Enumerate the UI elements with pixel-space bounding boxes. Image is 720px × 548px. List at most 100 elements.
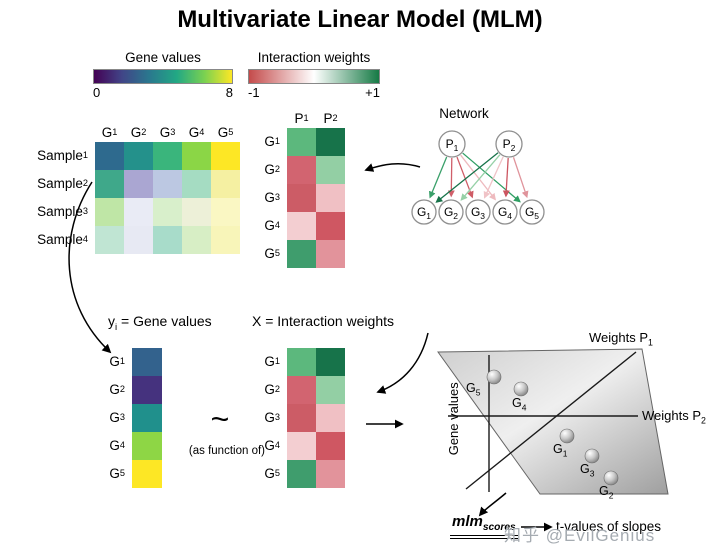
plane-weights-p2-axis-label: Weights P2	[642, 408, 706, 426]
equation-x-label: X = Interaction weights	[252, 313, 395, 329]
heatmap-cell	[182, 142, 211, 170]
row-label: Sample 2	[37, 175, 88, 191]
heatmap-cell	[287, 404, 316, 432]
gene-values-legend: Gene values 0 8	[93, 50, 233, 101]
weights-p1-axis-line	[465, 351, 637, 490]
header-spacer	[240, 110, 287, 128]
gene-colorbar-max: 8	[225, 85, 233, 101]
heatmap-cell	[95, 226, 124, 254]
network-edge	[460, 154, 497, 201]
network-node	[519, 199, 545, 225]
heatmap-cell	[287, 460, 316, 488]
heatmap-cell	[316, 376, 345, 404]
data-point-label: G1	[553, 442, 568, 459]
interaction-colorbar-min: -1	[248, 85, 260, 101]
interaction-colorbar-max: +1	[365, 85, 380, 101]
heatmap-cell	[287, 240, 316, 268]
heatmap-cell	[95, 170, 124, 198]
mlm-scores-text: mlmscores	[450, 513, 518, 540]
heatmap-cell	[211, 170, 240, 198]
network-node	[438, 199, 464, 225]
heatmap-cell	[316, 128, 345, 156]
network-edge	[483, 156, 504, 199]
interaction-weights-legend: Interaction weights -1 +1	[248, 50, 380, 101]
heatmap-cell	[132, 460, 162, 488]
heatmap-cell	[316, 240, 345, 268]
heatmap-cell	[211, 226, 240, 254]
watermark: 知乎 @EvilGenius	[504, 526, 656, 545]
sample-gene-heatmap: G 1 G 2 G 3 G 4 G 5 Sample 1 Sample 2 Sample 3 Sample 4	[18, 124, 240, 254]
plane-weights-p1-axis-label: Weights P1	[589, 330, 653, 348]
heatmap-cell	[287, 212, 316, 240]
heatmap-cell	[211, 198, 240, 226]
arrow-to-bottom-matrix	[376, 332, 429, 394]
heatmap-cell	[124, 226, 153, 254]
gene-colorbar-ticks: 0 8	[93, 85, 233, 101]
heatmap-cell	[132, 376, 162, 404]
interaction-weights-colorbar	[248, 69, 380, 85]
heatmap-cell	[153, 198, 182, 226]
arrow-heatmap-to-vector	[68, 181, 112, 354]
heatmap-cell	[287, 376, 316, 404]
row-label: Sample 1	[37, 147, 88, 163]
tilde-symbol: ~	[210, 401, 230, 437]
network-title: Network	[439, 106, 489, 121]
as-function-of-label: (as function of)	[188, 445, 265, 457]
network-edge	[502, 157, 510, 198]
gene-values-colorbar	[93, 69, 233, 85]
heatmap-cell	[132, 432, 162, 460]
heatmap-cell	[124, 142, 153, 170]
arrow-network-to-matrix	[364, 162, 421, 172]
heatmap-cell	[316, 212, 345, 240]
heatmap-cell	[287, 432, 316, 460]
matrix-row: Sample 4	[18, 226, 240, 254]
interaction-weights-legend-title: Interaction weights	[257, 50, 371, 65]
data-point-label: G2	[599, 484, 614, 501]
gene-colorbar-min: 0	[93, 85, 101, 101]
network-edge	[428, 156, 448, 199]
heatmap-cell	[132, 404, 162, 432]
heatmap-cell	[182, 170, 211, 198]
matrix-row: Sample 2	[18, 170, 240, 198]
network-node	[465, 199, 491, 225]
data-point-label: G4	[512, 396, 527, 413]
heatmap-cell	[316, 184, 345, 212]
matrix-row: Sample 3	[18, 198, 240, 226]
network-edge	[435, 152, 499, 203]
network-node	[495, 130, 523, 158]
data-point-label: G3	[580, 462, 595, 479]
heatmap-cell	[316, 404, 345, 432]
network-edge	[460, 154, 501, 201]
data-point-sphere	[559, 428, 575, 444]
t-values-of-slopes-label: t-values of slopes	[556, 519, 662, 534]
